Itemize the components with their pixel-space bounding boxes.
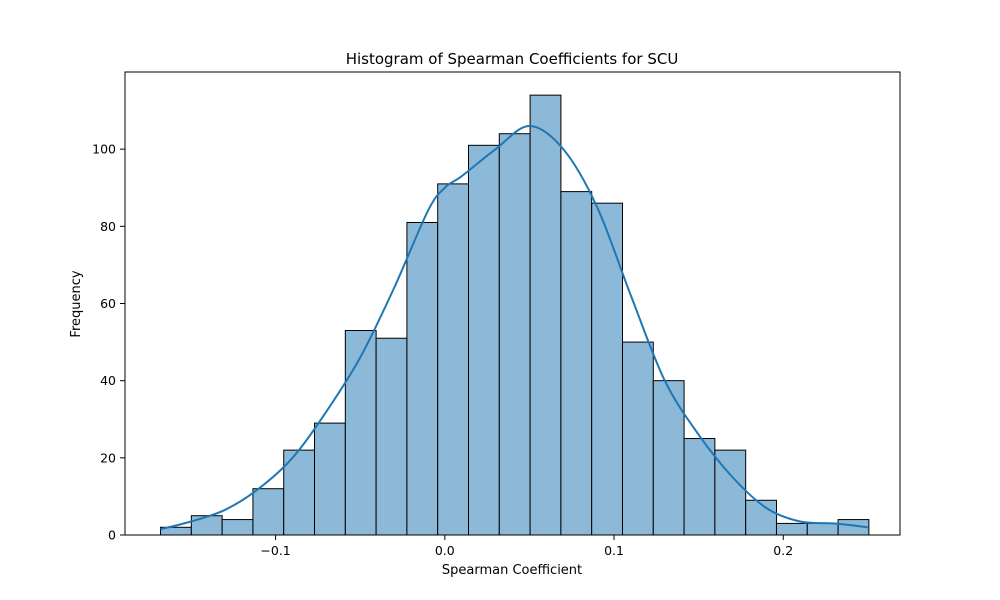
histogram-bar xyxy=(283,449,316,536)
histogram-bar xyxy=(190,515,223,536)
kde-group xyxy=(160,125,868,531)
x-axis-ticks: −0.1 0.0 0.1 0.2 xyxy=(260,535,793,558)
y-tick-label: 80 xyxy=(100,219,116,234)
histogram-bar xyxy=(344,330,377,536)
x-axis-label: Spearman Coefficient xyxy=(442,563,582,578)
y-tick-label: 40 xyxy=(100,373,116,388)
histogram-bar xyxy=(591,202,623,536)
histogram-bar xyxy=(498,133,531,536)
y-tick-label: 0 xyxy=(108,528,116,543)
kde-curve xyxy=(160,125,868,531)
y-tick-label: 100 xyxy=(92,142,116,157)
bars-group xyxy=(160,94,870,536)
histogram-bar xyxy=(221,519,254,536)
y-axis-ticks: 0 20 40 60 80 100 xyxy=(92,142,125,543)
histogram-bar xyxy=(468,144,500,536)
y-tick-label: 60 xyxy=(100,296,116,311)
y-axis-label: Frequency xyxy=(69,270,84,337)
chart-title: Histogram of Spearman Coefficients for S… xyxy=(346,50,679,68)
histogram-bar xyxy=(375,337,408,536)
x-tick-label: 0.1 xyxy=(604,543,624,558)
histogram-bar xyxy=(406,221,439,536)
histogram-bar xyxy=(560,191,593,536)
x-tick-label: −0.1 xyxy=(260,543,290,558)
histogram-bar xyxy=(252,488,285,536)
histogram-bar xyxy=(314,422,346,536)
histogram-bar xyxy=(621,341,654,536)
histogram-bar xyxy=(806,522,839,536)
histogram-bar xyxy=(683,438,716,536)
y-tick-label: 20 xyxy=(100,450,116,465)
histogram-bar xyxy=(652,380,685,536)
histogram-bar xyxy=(775,522,808,536)
histogram-bar xyxy=(529,94,562,536)
x-tick-label: 0.0 xyxy=(435,543,455,558)
histogram-bar xyxy=(437,183,470,536)
x-tick-label: 0.2 xyxy=(773,543,793,558)
